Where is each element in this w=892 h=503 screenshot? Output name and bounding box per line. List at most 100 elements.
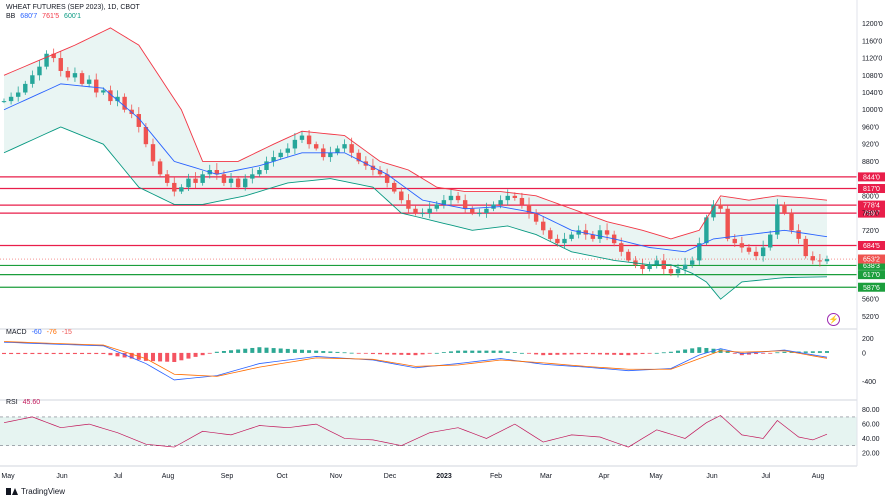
macd-histogram-bar	[108, 352, 113, 356]
bollinger-fill	[4, 27, 827, 300]
symbol-title[interactable]: WHEAT FUTURES (SEP 2023), 1D, CBOT	[6, 4, 140, 11]
macd-histogram-bar	[448, 351, 453, 353]
level-badge-4	[858, 241, 885, 251]
macd-histogram-bar	[661, 352, 666, 354]
candle-body	[292, 139, 298, 149]
candle-body	[604, 230, 610, 235]
macd-histogram-bar	[370, 352, 375, 355]
macd-histogram-bar	[165, 352, 170, 362]
time-tick-label: Oct	[277, 473, 288, 480]
candle-body	[221, 174, 227, 183]
bb-label[interactable]: BB	[6, 13, 16, 20]
candle-body	[448, 195, 454, 201]
candle-body	[150, 144, 156, 162]
macd-histogram-bar	[654, 352, 659, 354]
price-tick-label: 720'0	[862, 228, 879, 235]
macd-histogram-bar	[825, 351, 829, 353]
macd-histogram-bar	[463, 350, 468, 353]
candle-body	[335, 148, 340, 153]
price-tick-label: 1160'0	[862, 38, 882, 45]
rsi-tick-label: 60.00	[862, 422, 880, 429]
price-tick-label: 880'0	[862, 159, 879, 166]
candle-body	[264, 161, 269, 170]
macd-tick-label: 200	[862, 336, 874, 343]
candle-body	[271, 157, 276, 162]
macd-histogram-bar	[314, 350, 319, 353]
candle-body	[498, 200, 503, 205]
candle-body	[583, 230, 588, 235]
bb-basis-value: 680'7	[20, 13, 38, 20]
time-tick-label: May	[1, 473, 15, 480]
candle-body	[548, 230, 553, 239]
level-badge-5	[858, 260, 885, 270]
bb-lower-line	[3, 126, 828, 300]
candle-body	[342, 144, 347, 149]
candle-body	[164, 174, 170, 183]
candle-body	[533, 213, 539, 222]
candle-body	[810, 256, 816, 261]
rsi-pane: 80.00 60.00 40.00 20.00	[0, 399, 880, 457]
macd-histogram-bar	[285, 348, 290, 353]
candle-body	[356, 152, 361, 162]
macd-histogram-bar	[583, 352, 588, 355]
candle-body	[647, 264, 652, 270]
macd-histogram-bar	[94, 352, 99, 355]
macd-histogram-bar	[612, 352, 617, 355]
tradingview-brand[interactable]: TradingView	[6, 487, 65, 496]
candle-body	[689, 260, 695, 265]
macd-histogram-bar	[385, 352, 390, 355]
candle-body	[775, 204, 780, 235]
level-badge-6	[858, 270, 885, 280]
macd-label[interactable]: MACD	[6, 329, 27, 336]
macd-histogram-bar	[668, 351, 673, 353]
macd-histogram-bar	[186, 352, 191, 359]
macd-histogram-bar	[732, 352, 737, 354]
rsi-label[interactable]: RSI	[6, 399, 18, 406]
candle-body	[682, 264, 688, 270]
candle-body	[406, 200, 411, 209]
candle-body	[122, 96, 127, 110]
candle-body	[541, 221, 546, 231]
macd-histogram-bar	[619, 352, 624, 355]
macd-histogram-bar	[399, 352, 404, 355]
macd-histogram-bar	[441, 352, 446, 353]
macd-histogram-bar	[427, 352, 432, 354]
macd-histogram-bar	[456, 350, 461, 353]
candle-body	[654, 260, 659, 265]
candle-body	[626, 251, 631, 261]
macd-histogram-bar	[477, 350, 482, 353]
macd-histogram-bar	[647, 352, 652, 354]
macd-histogram-bar	[569, 352, 574, 355]
macd-histogram-bar	[72, 352, 77, 355]
macd-histogram-bar	[321, 351, 326, 353]
candle-body	[753, 251, 759, 257]
candle-body	[441, 200, 447, 205]
candle-body	[193, 178, 198, 183]
level-badge-3	[858, 208, 885, 218]
rsi-legend: RSI 45.60	[6, 399, 43, 406]
macd-histogram-bar	[534, 352, 539, 355]
candle-body	[44, 53, 49, 67]
candle-body	[235, 178, 241, 188]
price-tick-label: 1120'0	[862, 56, 882, 63]
macd-histogram-bar	[491, 350, 496, 353]
candle-body	[51, 53, 56, 59]
price-tick-label: 1200'0	[862, 21, 883, 28]
candle-body	[285, 148, 290, 153]
price-tick-label: 920'0	[862, 142, 879, 149]
candle-body	[200, 174, 205, 183]
macd-histogram-bar	[519, 352, 524, 354]
candle-body	[243, 178, 248, 188]
macd-histogram-bar	[725, 351, 730, 353]
macd-histogram-bar	[527, 352, 532, 354]
flash-icon[interactable]: ⚡	[827, 313, 840, 326]
level-label-0: 844'0	[863, 174, 880, 181]
candle-body	[519, 197, 525, 205]
price-tick-label: 520'0	[862, 314, 879, 321]
bb-basis-line	[3, 83, 828, 253]
time-tick-label: Jul	[762, 473, 771, 480]
level-label-7: 587'6	[863, 285, 880, 292]
candle-body	[250, 174, 255, 179]
bb-upper-line	[3, 27, 828, 240]
